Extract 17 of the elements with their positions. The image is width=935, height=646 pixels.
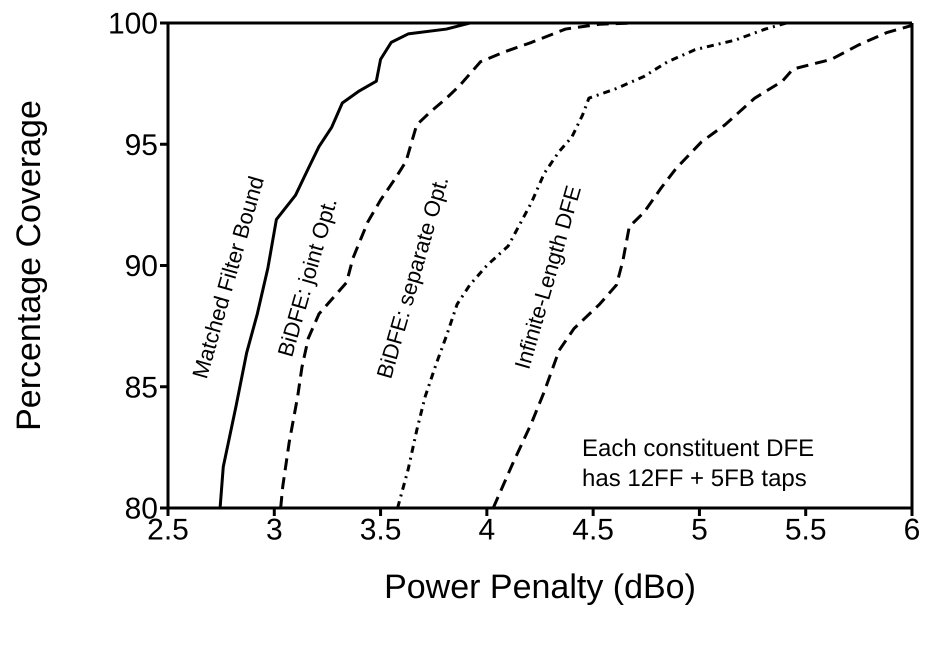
y-tick-label: 85 bbox=[124, 371, 158, 404]
x-tick-label: 3.5 bbox=[360, 513, 402, 546]
y-tick-label: 90 bbox=[124, 250, 158, 284]
text: BiDFE: separate Opt. bbox=[372, 173, 454, 382]
x-tick-label: 3 bbox=[266, 513, 283, 546]
text: BiDFE: joint Opt. bbox=[272, 195, 342, 360]
x-axis-title: Power Penalty (dBo) bbox=[384, 568, 696, 606]
text: Matched Filter Bound bbox=[187, 173, 269, 382]
y-tick-label: 95 bbox=[124, 128, 158, 162]
x-tick-label: 5.5 bbox=[784, 513, 827, 546]
annotation: Each constituent DFE has 12FF + 5FB taps bbox=[582, 435, 814, 492]
x-tick-label: 4.5 bbox=[572, 513, 614, 546]
x-tick-label: 4 bbox=[478, 513, 496, 546]
x-tick-label: 6 bbox=[904, 513, 920, 546]
y-tick-label: 100 bbox=[108, 8, 158, 41]
y-axis-title: Percentage Coverage bbox=[10, 100, 48, 431]
x-tick-label: 5 bbox=[691, 513, 708, 546]
